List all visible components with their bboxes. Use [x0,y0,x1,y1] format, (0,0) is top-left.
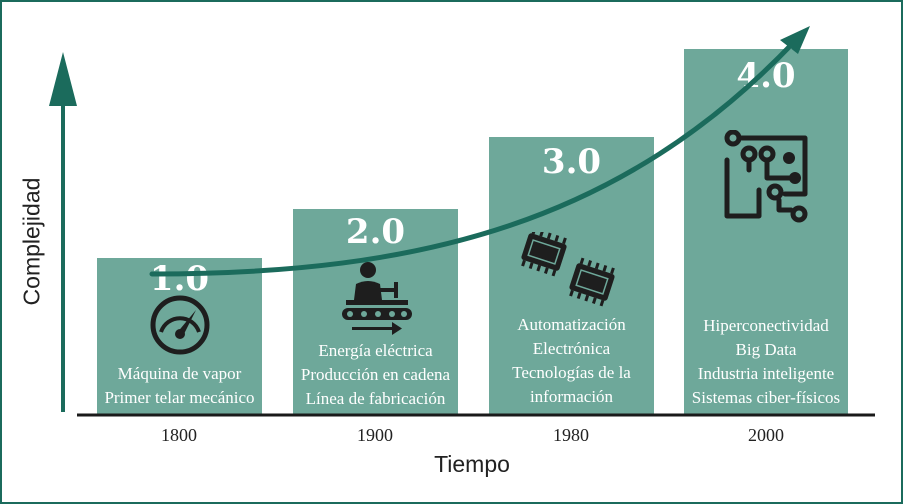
stage-description-1: Máquina de vapor Primer telar mecánico [97,362,262,410]
stage-bar-3: 3.0 Automatización Electrónica Tecnologí… [489,137,654,414]
stage-level-1: 1.0 [149,259,210,299]
x-axis-label: Tiempo [434,451,510,477]
stage-line: Máquina de vapor [117,364,242,383]
stage-line: Tecnologías de la [512,363,631,382]
y-axis-label: Complejidad [18,177,45,306]
year-label-3: 1980 [553,425,589,445]
stage-description-2: Energía eléctrica Producción en cadena L… [293,339,458,411]
stage-line: Automatización [517,315,626,334]
stage-line: Producción en cadena [300,365,451,384]
stage-line: Sistemas ciber-físicos [691,388,841,407]
growth-curve [149,39,797,277]
stage-bar-2: 2.0 Energía eléctrica Producción en cade… [293,209,458,414]
stage-description-4: Hiperconectividad Big Data Industria int… [684,314,848,410]
growth-curve-arrowhead [780,26,810,54]
stage-line: información [529,387,614,406]
stage-line: Primer telar mecánico [104,388,255,407]
microchip-icon [521,232,615,307]
year-label-1: 1800 [161,425,197,445]
stage-line: Industria inteligente [697,364,835,383]
stage-line: Hiperconectividad [703,316,829,335]
stage-line: Electrónica [532,339,611,358]
assembly-line-worker-icon [342,262,412,335]
stage-level-3: 3.0 [541,142,602,182]
stage-bar-1: 1.0 Máquina de vapor Primer telar mecáni… [97,258,262,414]
gauge-icon [150,295,210,355]
year-label-4: 2000 [748,425,784,445]
stage-line: Big Data [735,340,797,359]
year-label-2: 1900 [357,425,393,445]
stage-line: Energía eléctrica [318,341,433,360]
y-axis-arrow [49,52,77,412]
stage-bar-4: 4.0 Hiperconectividad Big Data Industria… [684,49,848,414]
circuit-board-icon [724,130,808,223]
stage-description-3: Automatización Electrónica Tecnologías d… [489,313,654,409]
stage-level-2: 2.0 [345,212,406,252]
stage-line: Línea de fabricación [305,389,446,408]
